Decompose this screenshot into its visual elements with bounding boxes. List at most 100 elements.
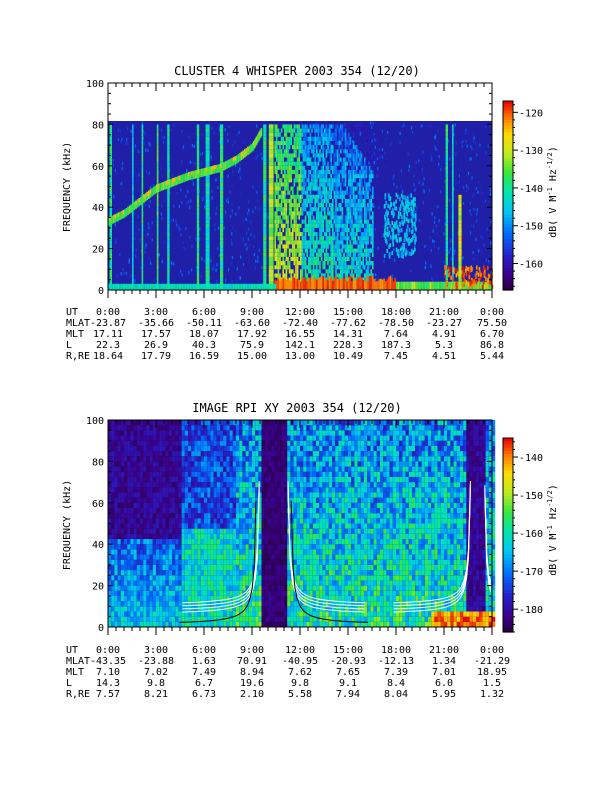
- spectral-block: [354, 236, 356, 241]
- spectral-block: [263, 252, 267, 257]
- spectral-block: [310, 156, 313, 161]
- spectral-block: [215, 178, 217, 182]
- spectral-block: [340, 240, 342, 245]
- spectral-block: [220, 236, 224, 241]
- spectral-block: [108, 466, 112, 472]
- spectral-block: [336, 219, 339, 224]
- spectral-block: [336, 182, 339, 187]
- spectral-block: [445, 207, 448, 212]
- spectral-block: [354, 215, 356, 220]
- spectral-block: [292, 240, 294, 245]
- spectral-block: [332, 221, 334, 225]
- spectral-block: [344, 165, 347, 170]
- spectral-block: [140, 513, 144, 519]
- spectral-block: [280, 203, 283, 208]
- spectral-block: [330, 240, 332, 245]
- spectral-block: [309, 207, 312, 212]
- spectral-block: [141, 169, 144, 175]
- spectral-block: [287, 278, 289, 290]
- spectral-block: [324, 174, 326, 179]
- spectral-block: [109, 124, 112, 129]
- spectral-block: [317, 273, 320, 278]
- spectral-block: [146, 570, 150, 576]
- spectral-block: [301, 248, 304, 253]
- spectral-block: [114, 471, 118, 477]
- spectral-block: [220, 194, 224, 199]
- spectral-block: [205, 190, 210, 195]
- table-row-label: L: [66, 340, 72, 351]
- spectral-block: [416, 281, 419, 290]
- spectral-block: [114, 445, 118, 452]
- spectral-block: [367, 269, 369, 274]
- spectral-block: [359, 252, 361, 257]
- spectral-block: [458, 180, 460, 184]
- spectral-block: [167, 211, 170, 216]
- spectral-block: [332, 280, 334, 290]
- spectral-block: [313, 205, 315, 209]
- spectral-block: [316, 236, 318, 241]
- spectral-block: [132, 174, 134, 179]
- spectral-block: [268, 190, 274, 195]
- spectral-block: [359, 130, 361, 135]
- spectral-block: [414, 197, 416, 202]
- spectral-block: [344, 132, 347, 137]
- spectral-block: [373, 151, 376, 156]
- spectral-block: [282, 211, 284, 216]
- spectral-block: [296, 145, 299, 150]
- spectral-block: [458, 207, 462, 212]
- spectral-block: [328, 274, 331, 278]
- spectral-block: [255, 156, 257, 160]
- spectral-block: [290, 128, 292, 133]
- spectral-block: [332, 124, 334, 129]
- spectral-block: [162, 181, 164, 191]
- spectral-block: [452, 240, 454, 245]
- spectral-block: [359, 244, 361, 249]
- spectral-block: [316, 178, 318, 183]
- spectral-block: [293, 256, 296, 262]
- spectral-block: [234, 164, 237, 168]
- spectral-block: [452, 124, 454, 129]
- spectral-block: [359, 261, 361, 266]
- spectral-block: [220, 145, 224, 150]
- spectral-block: [332, 165, 334, 170]
- spectral-block: [112, 215, 115, 224]
- spectral-block: [221, 283, 224, 290]
- spectral-block: [351, 265, 353, 270]
- spectral-block: [322, 248, 324, 253]
- spectral-block: [320, 232, 323, 237]
- spectral-block: [372, 203, 374, 208]
- spectral-block: [338, 194, 340, 199]
- spectral-block: [378, 160, 381, 165]
- spectral-block: [389, 224, 391, 229]
- panel-1-colorbar-label: dB( V M-1 Hz-1/2): [546, 146, 559, 238]
- spectral-block: [108, 585, 112, 591]
- spectral-block: [316, 169, 318, 175]
- spectral-block: [330, 153, 332, 158]
- spectral-block: [306, 248, 308, 253]
- spectral-block: [205, 232, 210, 237]
- spectral-block: [352, 227, 355, 233]
- spectral-block: [277, 269, 280, 274]
- spectral-block: [132, 149, 134, 154]
- spectral-block: [263, 273, 267, 278]
- spectral-block: [293, 215, 296, 220]
- spectral-block: [279, 219, 281, 224]
- spectral-block: [434, 281, 436, 290]
- spectral-block: [340, 228, 343, 233]
- spectral-block: [465, 280, 468, 285]
- spectral-block: [463, 272, 465, 277]
- spectral-block: [298, 194, 300, 199]
- spectral-block: [147, 149, 149, 153]
- spectral-block: [325, 244, 328, 249]
- spectral-block: [344, 178, 347, 183]
- spectral-block: [122, 283, 124, 290]
- spectral-block: [322, 161, 324, 166]
- spectral-block: [236, 279, 238, 283]
- spectral-block: [205, 178, 210, 183]
- spectral-block: [122, 210, 124, 215]
- spectral-block: [349, 169, 352, 175]
- spectral-block: [263, 207, 267, 212]
- spectral-block: [143, 471, 147, 477]
- spectral-block: [146, 544, 150, 550]
- spectral-block: [314, 153, 316, 158]
